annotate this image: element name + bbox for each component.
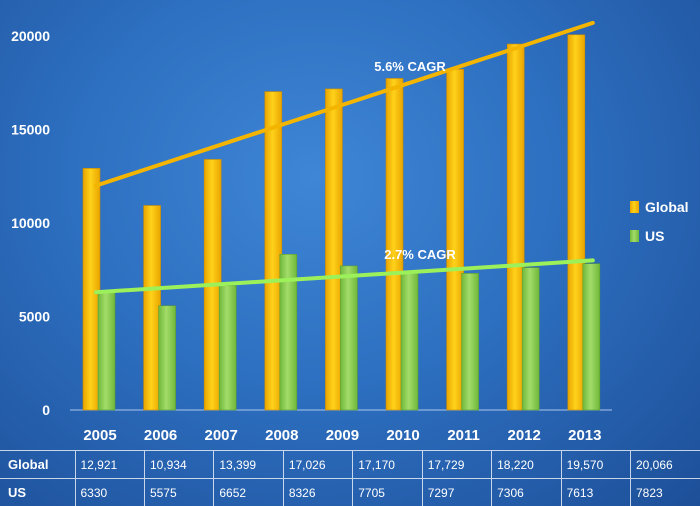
x-tick-label: 2010 <box>386 427 419 444</box>
bars <box>82 34 601 411</box>
legend-label-global: Global <box>645 199 689 215</box>
table-cell: 7297 <box>421 478 492 506</box>
legend-label-us: US <box>645 228 664 244</box>
bar-us <box>521 267 540 411</box>
x-tick-label: 2012 <box>508 427 541 444</box>
x-tick-label: 2005 <box>83 427 116 444</box>
bar-us <box>582 263 601 411</box>
y-tick-label: 15000 <box>11 122 50 138</box>
table-cell: 18,220 <box>491 450 562 479</box>
x-tick-label: 2011 <box>447 427 480 444</box>
y-axis-ticks: 0 5000 10000 15000 20000 <box>11 28 50 418</box>
table-cell: 13,399 <box>213 450 284 479</box>
trend-line-global <box>94 20 595 188</box>
bar-global <box>385 78 404 411</box>
data-table: Global 12,921 10,934 13,399 17,026 17,170 17,7… <box>0 450 700 506</box>
table-cell: 6652 <box>213 478 284 506</box>
legend-swatch-global <box>630 201 639 213</box>
table-cell: 7613 <box>560 478 631 506</box>
table-row: Global 12,921 10,934 13,399 17,026 17,170 17,7… <box>0 450 700 479</box>
bar-global <box>325 88 343 411</box>
bar-us <box>279 254 298 411</box>
bar-global <box>143 205 161 411</box>
bar-us <box>340 265 358 411</box>
table-cell: 7705 <box>352 478 423 506</box>
bar-us <box>218 285 237 411</box>
table-cell: 7306 <box>491 478 562 506</box>
bar-us <box>158 305 176 411</box>
x-tick-label: 2013 <box>568 427 601 444</box>
row-header: US <box>0 478 75 506</box>
table-cell: 5575 <box>143 478 214 506</box>
x-tick-label: 2009 <box>326 427 359 444</box>
bar-global <box>446 68 464 411</box>
y-tick-label: 10000 <box>11 215 50 231</box>
x-tick-label: 2008 <box>265 427 298 444</box>
trend-label-global: 5.6% CAGR <box>374 59 446 74</box>
table-cell: 17,026 <box>282 450 353 479</box>
legend-swatch-us <box>630 230 639 242</box>
trend-label-us: 2.7% CAGR <box>384 247 456 262</box>
table-cell: 19,570 <box>560 450 631 479</box>
table-row: US 6330 5575 6652 8326 7705 7297 7306 7613 7823 <box>0 478 700 506</box>
table-cell: 12,921 <box>74 450 145 479</box>
bar-global <box>567 34 586 411</box>
bar-global <box>506 43 525 411</box>
x-axis-ticks: 2005 2006 2007 2008 2009 2010 2011 2012 2013 <box>83 427 601 444</box>
legend: Global US <box>630 199 689 244</box>
bar-us <box>461 273 479 411</box>
bar-global <box>264 91 283 411</box>
table-cell: 17,170 <box>352 450 423 479</box>
trend-lines: 5.6% CAGR 2.7% CAGR <box>94 20 595 295</box>
table-cell: 6330 <box>74 478 145 506</box>
bar-us <box>400 273 419 411</box>
x-tick-label: 2006 <box>144 427 177 444</box>
table-cell: 10,934 <box>143 450 214 479</box>
row-header: Global <box>0 450 75 479</box>
trend-line-us <box>94 258 595 295</box>
table-cell: 20,066 <box>630 450 700 479</box>
bar-global <box>82 168 101 411</box>
y-tick-label: 0 <box>42 402 50 418</box>
table-cell: 8326 <box>282 478 353 506</box>
table-cell: 17,729 <box>421 450 492 479</box>
y-tick-label: 20000 <box>11 28 50 44</box>
bar-us <box>97 291 116 411</box>
x-tick-label: 2007 <box>205 427 238 444</box>
y-tick-label: 5000 <box>19 309 50 325</box>
table-cell: 7823 <box>630 478 700 506</box>
